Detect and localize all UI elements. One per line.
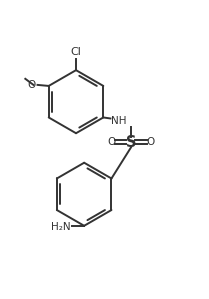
Text: Cl: Cl: [71, 47, 82, 57]
Text: H₂N: H₂N: [51, 222, 71, 232]
Text: O: O: [27, 80, 36, 90]
Text: S: S: [126, 135, 136, 150]
Text: O: O: [146, 137, 154, 147]
Text: O: O: [107, 137, 116, 147]
Text: NH: NH: [111, 115, 127, 126]
